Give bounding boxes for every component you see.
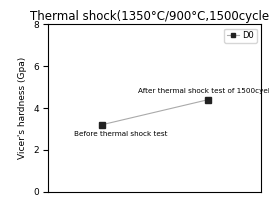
- Title: Thermal shock(1350°C/900°C,1500cycles): Thermal shock(1350°C/900°C,1500cycles): [30, 10, 269, 23]
- Legend: D0: D0: [224, 29, 257, 43]
- Text: Before thermal shock test: Before thermal shock test: [74, 131, 167, 137]
- Y-axis label: Vicer's hardness (Gpa): Vicer's hardness (Gpa): [18, 57, 27, 159]
- Text: After thermal shock test of 1500cyels: After thermal shock test of 1500cyels: [138, 89, 269, 94]
